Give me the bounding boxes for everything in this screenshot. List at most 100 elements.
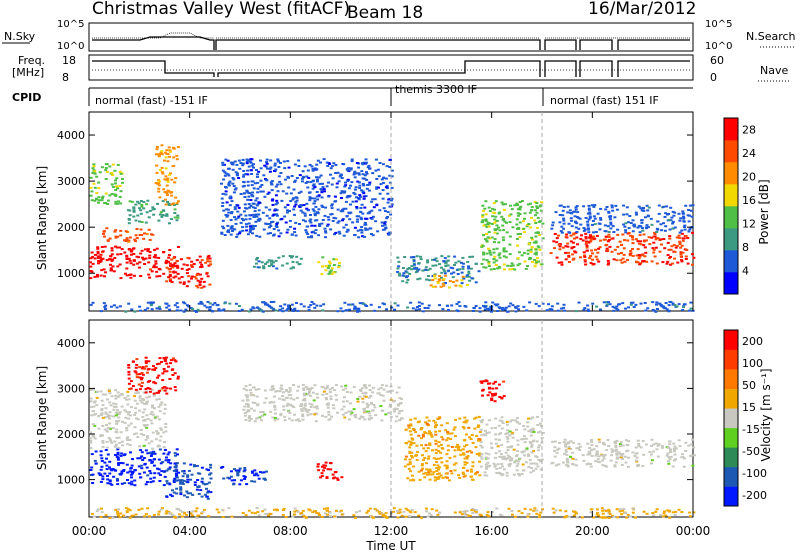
data-cell — [143, 445, 146, 447]
data-cell — [112, 415, 115, 417]
data-cell — [650, 462, 653, 464]
data-cell — [686, 237, 689, 239]
data-cell — [484, 434, 487, 436]
data-cell — [517, 473, 520, 475]
data-cell — [338, 180, 341, 182]
data-cell — [173, 181, 176, 183]
data-cell — [537, 431, 540, 433]
data-cell — [397, 517, 400, 519]
data-cell — [563, 304, 566, 306]
data-cell — [585, 217, 588, 219]
data-cell — [690, 210, 693, 212]
data-cell — [191, 494, 194, 496]
data-cell — [481, 419, 484, 421]
data-cell — [139, 457, 142, 459]
data-cell — [353, 415, 356, 417]
data-cell — [90, 467, 93, 469]
data-cell — [668, 517, 671, 519]
data-cell — [128, 374, 131, 376]
data-cell — [321, 466, 324, 468]
data-cell — [158, 459, 161, 461]
data-cell — [684, 205, 687, 207]
data-cell — [669, 458, 672, 460]
data-cell — [265, 179, 268, 181]
data-cell — [608, 231, 611, 233]
data-cell — [131, 465, 134, 467]
data-cell — [140, 467, 143, 469]
data-cell — [487, 383, 490, 385]
data-cell — [614, 205, 617, 207]
data-cell — [221, 205, 224, 207]
data-cell — [461, 272, 464, 274]
data-cell — [129, 214, 132, 216]
data-cell — [111, 253, 114, 255]
data-cell — [347, 229, 350, 231]
data-cell — [309, 196, 312, 198]
data-cell — [376, 230, 379, 232]
data-cell — [175, 360, 178, 362]
data-cell — [136, 228, 139, 230]
data-cell — [254, 200, 257, 202]
data-cell — [103, 306, 106, 308]
data-cell — [306, 187, 309, 189]
data-cell — [438, 263, 441, 265]
data-cell — [116, 307, 119, 309]
data-cell — [235, 303, 238, 305]
nsky-tick-top: 10^5 — [57, 19, 84, 30]
data-cell — [117, 200, 120, 202]
data-cell — [116, 513, 119, 515]
data-cell — [669, 207, 672, 209]
data-cell — [526, 447, 529, 449]
data-cell — [280, 218, 283, 220]
data-cell — [256, 176, 259, 178]
data-cell — [478, 474, 481, 476]
data-cell — [303, 204, 306, 206]
data-cell — [360, 226, 363, 228]
data-cell — [310, 225, 313, 227]
data-cell — [289, 226, 292, 228]
data-cell — [105, 449, 108, 451]
data-cell — [408, 427, 411, 429]
data-cell — [94, 254, 97, 256]
data-cell — [274, 169, 277, 171]
data-cell — [91, 271, 94, 273]
data-cell — [348, 309, 351, 311]
data-cell — [155, 275, 158, 277]
data-cell — [122, 462, 125, 464]
data-cell — [650, 454, 653, 456]
data-cell — [661, 261, 664, 263]
data-cell — [251, 512, 254, 514]
data-cell — [678, 220, 681, 222]
data-cell — [106, 398, 109, 400]
data-cell — [320, 191, 323, 193]
data-cell — [205, 488, 208, 490]
data-cell — [420, 517, 423, 519]
data-cell — [427, 307, 430, 309]
data-cell — [563, 441, 566, 443]
data-cell — [97, 182, 100, 184]
data-cell — [307, 209, 310, 211]
data-cell — [275, 223, 278, 225]
data-cell — [116, 483, 119, 485]
data-cell — [165, 363, 168, 365]
data-cell — [141, 416, 144, 418]
data-cell — [631, 248, 634, 250]
data-cell — [449, 470, 452, 472]
data-cell — [372, 517, 375, 519]
data-cell — [151, 302, 154, 304]
data-cell — [149, 472, 152, 474]
data-cell — [629, 235, 632, 237]
data-cell — [510, 445, 513, 447]
data-cell — [98, 472, 101, 474]
data-cell — [627, 457, 630, 459]
data-cell — [586, 305, 589, 307]
data-cell — [359, 196, 362, 198]
data-cell — [684, 229, 687, 231]
data-cell — [601, 464, 604, 466]
data-cell — [378, 175, 381, 177]
data-cell — [341, 209, 344, 211]
data-cell — [371, 391, 374, 393]
data-cell — [584, 233, 587, 235]
data-cell — [507, 311, 510, 313]
power-ylabel: Slant Range [km] — [35, 166, 49, 270]
